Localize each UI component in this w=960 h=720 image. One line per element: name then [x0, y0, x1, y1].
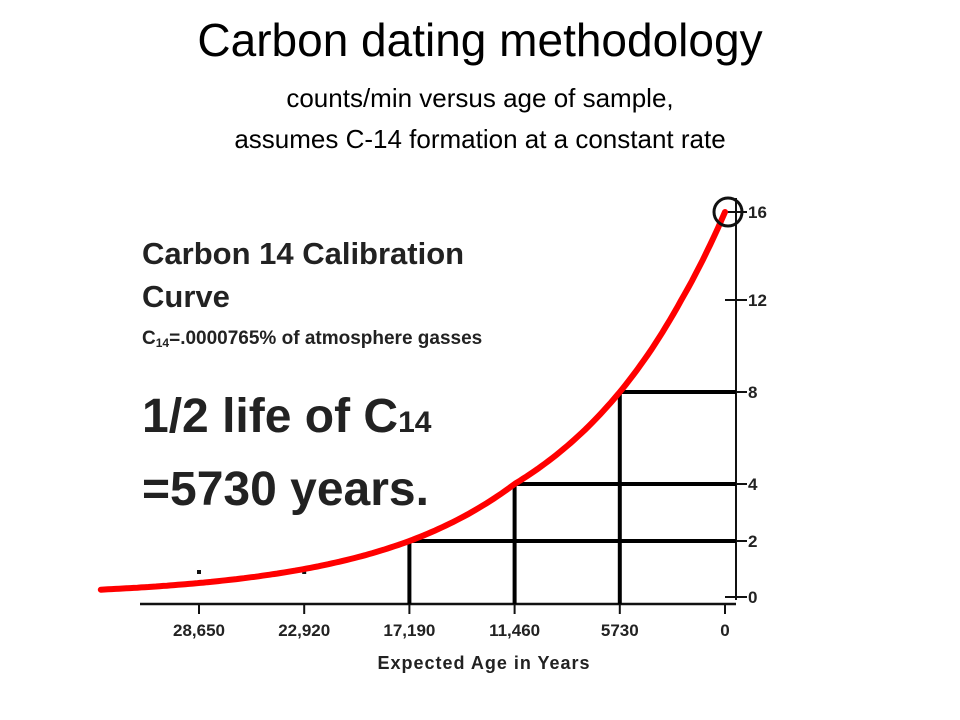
circled-start-point: [712, 196, 744, 228]
x-tick-label: 0: [720, 621, 729, 640]
x-tick-label: 28,650: [173, 621, 225, 640]
y-tick-label: 12: [748, 291, 767, 310]
y-tick-label: 16: [748, 203, 767, 222]
panel-title-line2: Curve: [142, 279, 230, 314]
halflife-line1: 1/2 life of C14: [142, 390, 432, 443]
y-tick-label: 0: [748, 588, 757, 607]
slide-title: Carbon dating methodology: [197, 14, 763, 66]
slide-subtitle-line2: assumes C-14 formation at a constant rat…: [234, 124, 726, 154]
chart-series: [97, 196, 744, 593]
x-tick-label: 17,190: [383, 621, 435, 640]
halflife-step-lines: [407, 390, 736, 604]
y-tick-labels: 0 2 4 8 12 16: [748, 203, 767, 607]
x-tick-label: 22,920: [278, 621, 330, 640]
x-tick-dot: [197, 570, 201, 574]
y-tick-label: 8: [748, 383, 757, 402]
x-tick-label: 5730: [601, 621, 639, 640]
slide-subtitle-line1: counts/min versus age of sample,: [286, 83, 674, 113]
halflife-line2: =5730 years.: [142, 463, 429, 516]
panel-formula: C14=.0000765% of atmosphere gasses: [142, 328, 482, 350]
x-tick-labels: 28,650 22,920 17,190 11,460 5730 0: [173, 621, 730, 640]
y-tick-label: 4: [748, 475, 758, 494]
decay-curve: [97, 209, 728, 593]
x-axis-label: Expected Age in Years: [377, 653, 590, 673]
y-tick-label: 2: [748, 532, 757, 551]
x-tick-label: 11,460: [489, 621, 540, 640]
panel-title-line1: Carbon 14 Calibration: [142, 236, 464, 271]
